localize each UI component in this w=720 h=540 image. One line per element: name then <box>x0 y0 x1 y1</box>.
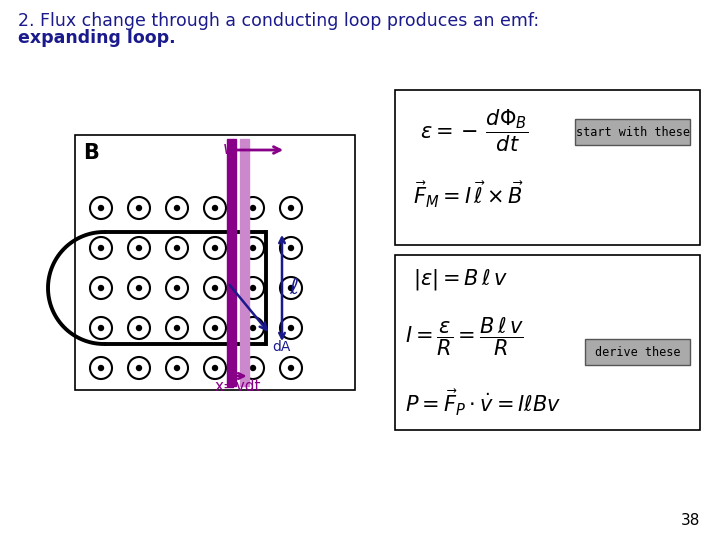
Circle shape <box>90 277 112 299</box>
Text: $P = \vec{F}_P\cdot\dot{v} = I\ell Bv$: $P = \vec{F}_P\cdot\dot{v} = I\ell Bv$ <box>405 388 562 418</box>
Circle shape <box>166 277 188 299</box>
Circle shape <box>280 317 302 339</box>
Circle shape <box>242 237 264 259</box>
Circle shape <box>251 246 256 251</box>
Circle shape <box>128 277 150 299</box>
Circle shape <box>289 326 294 330</box>
Circle shape <box>251 326 256 330</box>
Circle shape <box>289 246 294 251</box>
Circle shape <box>204 317 226 339</box>
Text: $\vec{F}_M = I\,\vec{\ell}\times\vec{B}$: $\vec{F}_M = I\,\vec{\ell}\times\vec{B}$ <box>413 180 523 211</box>
Circle shape <box>242 357 264 379</box>
Circle shape <box>280 277 302 299</box>
Circle shape <box>174 206 179 211</box>
Circle shape <box>174 366 179 370</box>
Circle shape <box>99 366 104 370</box>
Circle shape <box>90 357 112 379</box>
Text: $\varepsilon = -\,\dfrac{d\Phi_B}{dt}$: $\varepsilon = -\,\dfrac{d\Phi_B}{dt}$ <box>420 108 528 154</box>
Circle shape <box>90 237 112 259</box>
Circle shape <box>137 286 142 291</box>
Circle shape <box>90 317 112 339</box>
Circle shape <box>166 317 188 339</box>
Circle shape <box>99 326 104 330</box>
Circle shape <box>251 206 256 211</box>
Circle shape <box>174 326 179 330</box>
Circle shape <box>242 197 264 219</box>
Circle shape <box>137 366 142 370</box>
Circle shape <box>289 286 294 291</box>
Circle shape <box>174 246 179 251</box>
Circle shape <box>280 237 302 259</box>
Circle shape <box>212 366 217 370</box>
Circle shape <box>137 206 142 211</box>
Circle shape <box>204 277 226 299</box>
Circle shape <box>280 197 302 219</box>
Circle shape <box>280 357 302 379</box>
Bar <box>395 255 700 430</box>
Circle shape <box>212 246 217 251</box>
Bar <box>395 90 700 245</box>
Circle shape <box>174 286 179 291</box>
Circle shape <box>166 197 188 219</box>
Circle shape <box>137 326 142 330</box>
Circle shape <box>251 286 256 291</box>
Circle shape <box>166 237 188 259</box>
Text: B: B <box>83 143 99 163</box>
Circle shape <box>128 197 150 219</box>
Circle shape <box>204 237 226 259</box>
Circle shape <box>242 317 264 339</box>
Circle shape <box>137 246 142 251</box>
Circle shape <box>128 317 150 339</box>
Circle shape <box>99 286 104 291</box>
Text: derive these: derive these <box>595 346 680 359</box>
Text: 38: 38 <box>680 513 700 528</box>
Bar <box>575 119 690 145</box>
Circle shape <box>90 197 112 219</box>
Text: $|\varepsilon| = B\,\ell\,v$: $|\varepsilon| = B\,\ell\,v$ <box>413 267 508 292</box>
Text: $\ell$: $\ell$ <box>289 278 299 298</box>
Circle shape <box>99 206 104 211</box>
Circle shape <box>212 286 217 291</box>
Text: 2. Flux change through a conducting loop produces an emf:: 2. Flux change through a conducting loop… <box>18 12 539 30</box>
Circle shape <box>204 357 226 379</box>
Text: dA: dA <box>272 340 290 354</box>
Circle shape <box>166 357 188 379</box>
Circle shape <box>289 366 294 370</box>
Circle shape <box>212 206 217 211</box>
Circle shape <box>242 277 264 299</box>
Circle shape <box>289 206 294 211</box>
Text: expanding loop.: expanding loop. <box>18 29 176 47</box>
Bar <box>585 339 690 365</box>
Circle shape <box>128 237 150 259</box>
Bar <box>227 139 235 386</box>
Circle shape <box>128 357 150 379</box>
Circle shape <box>204 197 226 219</box>
Bar <box>75 135 355 390</box>
Circle shape <box>251 366 256 370</box>
Text: start with these: start with these <box>575 125 690 138</box>
Circle shape <box>212 326 217 330</box>
Bar <box>240 139 248 386</box>
Text: $I = \dfrac{\varepsilon}{R} = \dfrac{B\,\ell\,v}{R}$: $I = \dfrac{\varepsilon}{R} = \dfrac{B\,… <box>405 315 524 357</box>
Text: v: v <box>223 140 233 158</box>
Text: x=vdt: x=vdt <box>215 379 261 394</box>
Circle shape <box>99 246 104 251</box>
